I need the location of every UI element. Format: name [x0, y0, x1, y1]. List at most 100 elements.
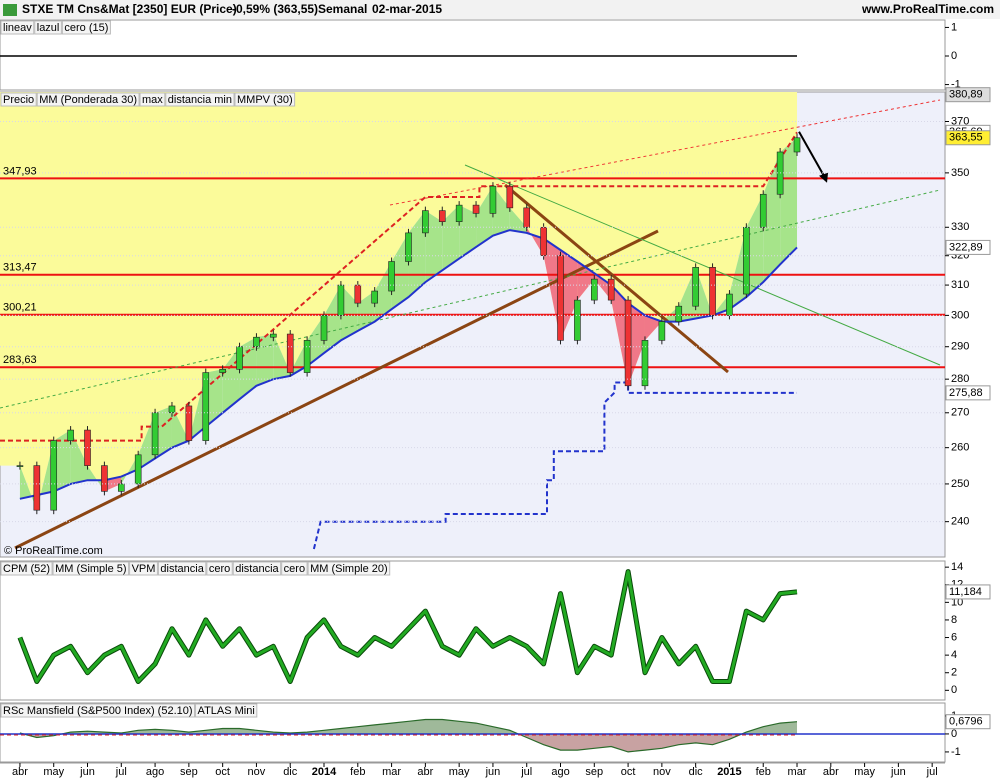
candle	[67, 429, 74, 441]
trend-fill	[357, 291, 375, 331]
candle	[33, 465, 41, 511]
panel-indicator: 1 0 -1 lineav lazul cero (15)	[0, 19, 961, 91]
candle	[253, 336, 260, 348]
x-tick-label: 2015	[717, 766, 741, 778]
legend-box	[206, 561, 233, 576]
x-tick-label: may	[449, 766, 470, 778]
trend-fill	[171, 405, 189, 448]
last-value-box	[945, 385, 991, 401]
candle	[320, 315, 328, 341]
x-tick-label: jun	[890, 766, 906, 778]
legend-entry: distancia	[160, 563, 204, 575]
y-tick-label: 300	[951, 309, 969, 321]
candle	[202, 372, 210, 441]
last-value-box	[945, 714, 991, 730]
trend-line	[464, 164, 941, 366]
period: Semanal	[318, 2, 367, 16]
legend-entry: lazul	[37, 22, 60, 34]
candle	[472, 204, 480, 214]
legend-box	[281, 561, 308, 576]
last-value-label: 322,89	[949, 241, 983, 253]
legend-entry: ATLAS Mini	[198, 705, 255, 717]
area-positive	[19, 719, 798, 734]
arrow	[798, 131, 826, 179]
legend-box	[234, 92, 296, 107]
x-tick-label: ago	[146, 766, 164, 778]
y-tick-label: 0	[951, 50, 957, 62]
candle	[185, 405, 193, 441]
trend-fill	[492, 186, 510, 236]
header-bar	[0, 0, 1000, 19]
y-tick-label: 8	[951, 614, 957, 626]
legend-box	[0, 92, 37, 107]
legend-entry: distancia min	[168, 94, 232, 106]
x-tick-label: jul	[520, 766, 532, 778]
candle	[151, 412, 159, 456]
y-tick-label: 290	[951, 341, 969, 353]
candle	[337, 284, 345, 316]
trend-fill	[695, 267, 713, 319]
candle	[506, 185, 514, 209]
y-tick-label: 1	[951, 21, 957, 33]
y-tick-label: 310	[951, 279, 969, 291]
legend-entry: distancia	[235, 563, 279, 575]
legend-box	[129, 561, 158, 576]
x-tick-label: jul	[115, 766, 127, 778]
candle	[438, 210, 446, 222]
level-label: 313,47	[3, 262, 37, 274]
y-tick-label: 6	[951, 631, 957, 643]
site: www.ProRealTime.com	[861, 2, 994, 16]
legend-entry: cero	[209, 563, 230, 575]
level-label: 347,93	[3, 165, 37, 177]
trend-fill	[628, 303, 645, 386]
x-tick-label: may	[854, 766, 875, 778]
candle	[489, 185, 497, 214]
x-tick-label: oct	[215, 766, 230, 778]
legend-entry: Precio	[3, 94, 34, 106]
x-tick-label: mar	[382, 766, 401, 778]
trend-fill	[746, 194, 764, 298]
candle	[759, 193, 767, 228]
last-value-label: 0,6796	[949, 716, 983, 728]
y-tick-label: 4	[951, 649, 957, 661]
logo-icon	[3, 4, 17, 16]
candle	[793, 137, 801, 153]
trend-fill	[256, 334, 274, 386]
legend-entry: VPM	[132, 563, 156, 575]
candle	[303, 340, 311, 373]
legend-box	[61, 20, 111, 35]
trend-fill	[87, 465, 105, 492]
candle	[523, 207, 531, 228]
candle	[371, 290, 378, 304]
trend-fill	[36, 440, 54, 511]
trend-fill	[307, 315, 325, 367]
y-tick-label: 0	[951, 728, 957, 740]
x-tick-label: nov	[248, 766, 266, 778]
candle	[455, 204, 463, 222]
candle	[286, 333, 294, 373]
trend-fill	[729, 227, 747, 310]
candle	[590, 278, 598, 301]
legend-entry: MMPV (30)	[237, 94, 293, 106]
trend-fill	[763, 151, 781, 283]
level-step-line	[0, 131, 798, 442]
trend-line	[504, 183, 729, 374]
candle	[354, 284, 362, 304]
legend-box	[307, 561, 391, 576]
x-tick-label: feb	[756, 766, 771, 778]
legend-box	[165, 92, 235, 107]
candle	[540, 226, 547, 257]
x-tick-label: abr	[823, 766, 839, 778]
y-tick-label: 350	[951, 167, 969, 179]
candle	[422, 210, 429, 234]
x-tick-label: sep	[585, 766, 603, 778]
level-label: 283,63	[3, 354, 37, 366]
trend-fill	[644, 315, 662, 341]
candle	[236, 346, 243, 370]
legend-box	[232, 561, 282, 576]
y-tick-label: -1	[951, 78, 961, 90]
legend-entry: MM (Simple 20)	[310, 563, 388, 575]
